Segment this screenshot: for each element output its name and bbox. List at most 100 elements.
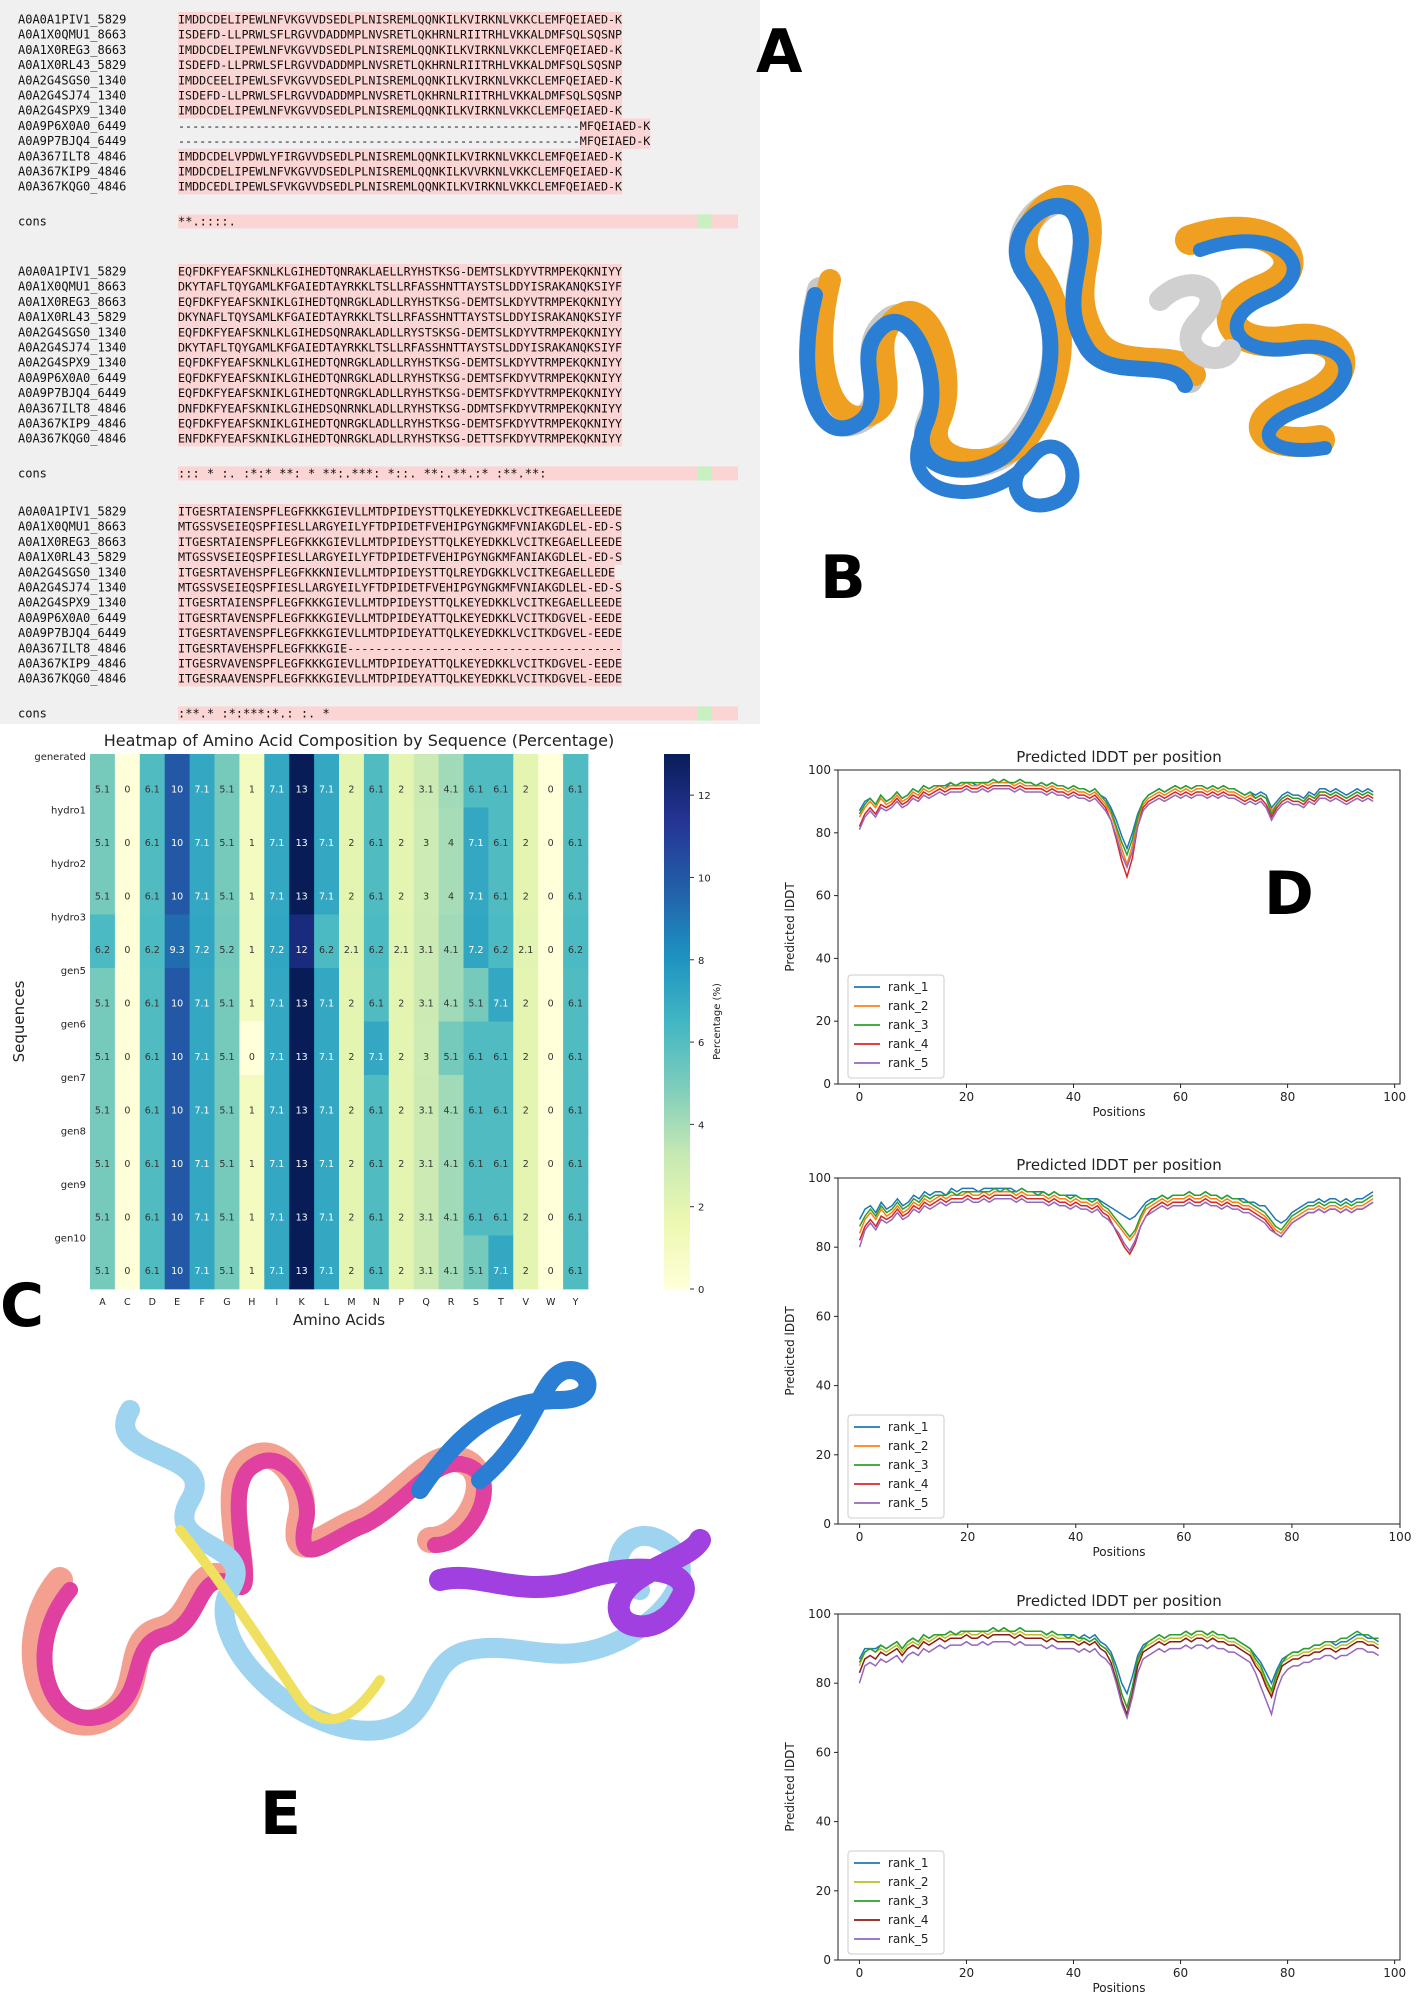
heatmap-cell-label: 2 xyxy=(348,1213,354,1224)
heatmap-cell-label: 10 xyxy=(171,785,183,796)
series-line-rank_4 xyxy=(858,1633,1380,1717)
heatmap-cell-label: 4.1 xyxy=(443,999,458,1010)
panel-letter-d: D xyxy=(1264,859,1314,929)
legend-label: rank_2 xyxy=(888,1439,928,1453)
heatmap-col-label: S xyxy=(473,1297,479,1308)
heatmap-cell-label: 6.1 xyxy=(493,1106,508,1117)
alignment-row-bg xyxy=(178,656,623,672)
heatmap-cell xyxy=(90,861,116,915)
heatmap-cell-label: 1 xyxy=(249,838,255,849)
heatmap-cell xyxy=(463,914,489,969)
heatmap-cell xyxy=(264,914,290,969)
alignment-row-bg xyxy=(178,355,623,371)
heatmap-cell-label: 3.1 xyxy=(419,1106,434,1117)
heatmap-cell xyxy=(388,1021,415,1076)
heatmap-cell-label: 5.1 xyxy=(219,892,234,903)
y-tick-label: 60 xyxy=(816,1745,831,1759)
panel-letter-c: C xyxy=(0,1271,45,1341)
heatmap-cell-label: 2 xyxy=(348,838,354,849)
heatmap-cell xyxy=(164,968,190,1022)
heatmap-cell-label: 5.1 xyxy=(95,838,110,849)
legend-label: rank_2 xyxy=(888,999,928,1013)
heatmap-cell-label: 10 xyxy=(171,838,183,849)
heatmap-cell xyxy=(289,861,315,915)
heatmap-cell-label: 0 xyxy=(124,892,130,903)
heatmap-cell xyxy=(413,1075,439,1129)
heatmap-cell xyxy=(563,1128,589,1183)
heatmap-cell xyxy=(413,1235,439,1290)
heatmap-cell xyxy=(388,861,415,915)
heatmap-cell xyxy=(563,1182,589,1236)
heatmap-cell xyxy=(339,1128,365,1183)
heatmap-cell-label: 1 xyxy=(249,1213,255,1224)
heatmap-cell-label: 2 xyxy=(398,838,404,849)
heatmap-cell xyxy=(264,1075,290,1129)
heatmap-cell xyxy=(289,1182,315,1236)
heatmap-cell-label: 0 xyxy=(548,1159,554,1170)
heatmap-cell-label: 0 xyxy=(548,785,554,796)
heatmap-cell xyxy=(388,1128,415,1183)
heatmap-cell xyxy=(513,1128,539,1183)
heatmap-cell-label: 7.1 xyxy=(468,892,483,903)
heatmap-cell-label: 6.1 xyxy=(568,1106,583,1117)
heatmap-cell xyxy=(114,754,141,808)
sequence-residues: DKYTAFLTQYGAMLKFGAIEDTAYRKKLTSLLRFASSHNT… xyxy=(178,280,622,294)
heatmap-cell-label: 5.1 xyxy=(468,999,483,1010)
heatmap-cell-label: 0 xyxy=(124,1052,130,1063)
heatmap-cell-label: 2 xyxy=(523,1052,529,1063)
panel-letter-e: E xyxy=(260,1779,301,1849)
heatmap-cell xyxy=(513,754,539,808)
alignment-row-bg xyxy=(178,400,623,416)
alignment-row-bg xyxy=(178,595,623,611)
heatmap-cell-label: 0 xyxy=(124,1213,130,1224)
protein-structure-b xyxy=(799,184,1356,513)
heatmap-cell xyxy=(363,1128,390,1183)
heatmap-cell-label: 10 xyxy=(171,1213,183,1224)
heatmap-cell-label: 5.1 xyxy=(219,838,234,849)
heatmap-cell-label: 7.1 xyxy=(269,1213,284,1224)
heatmap-cell-label: 7.1 xyxy=(369,1052,384,1063)
heatmap-cell xyxy=(239,1128,265,1183)
lddt-chart-1: Predicted lDDT per position 0 20 40 60 80 100 0… xyxy=(783,748,1406,1119)
heatmap-cell xyxy=(90,1021,116,1076)
heatmap-cell xyxy=(513,1182,539,1236)
heatmap-cell xyxy=(164,1021,190,1076)
sequence-residues: ----------------------------------------… xyxy=(178,134,650,148)
heatmap-cell-label: 6.1 xyxy=(568,1266,583,1277)
heatmap-cell-label: 10 xyxy=(171,892,183,903)
heatmap-cell-label: 7.2 xyxy=(468,945,483,956)
heatmap-cell xyxy=(339,861,365,915)
alignment-row-bg xyxy=(178,671,623,687)
heatmap-cell-label: 6.1 xyxy=(145,892,160,903)
y-tick-label: 40 xyxy=(816,951,831,965)
x-axis-label: Positions xyxy=(1093,1105,1146,1119)
series-line-rank_5 xyxy=(858,1197,1374,1253)
legend-label: rank_5 xyxy=(888,1056,928,1070)
panel-letter-b: B xyxy=(820,543,866,613)
heatmap-cell-label: 4.1 xyxy=(443,1213,458,1224)
sequence-id: A0A2G4SJ74_1340 xyxy=(18,341,126,355)
sequence-id: A0A9P6X0A0_6449 xyxy=(18,611,126,625)
sequence-residues: MTGSSVSEIEQSPFIESLLARGYEILYFTDPIDETFVEHI… xyxy=(178,550,622,564)
x-axis-label: Positions xyxy=(1093,1545,1146,1559)
heatmap-cell-label: 5.1 xyxy=(95,1106,110,1117)
heatmap-col-label: Y xyxy=(572,1297,579,1308)
heatmap-cell xyxy=(413,1021,439,1076)
heatmap-cell xyxy=(314,1075,340,1129)
sequence-residues: IMDDCDELIPEWLNFVKGVVDSEDLPLNISREMLQQNKIL… xyxy=(178,43,622,57)
legend-label: rank_2 xyxy=(888,1875,928,1889)
heatmap-cell xyxy=(388,1182,415,1236)
heatmap-cell-label: 13 xyxy=(296,1266,308,1277)
heatmap-cell-label: 7.1 xyxy=(319,999,334,1010)
heatmap-cell-label: 7.1 xyxy=(319,892,334,903)
heatmap-cell-label: 0 xyxy=(548,999,554,1010)
heatmap-cell xyxy=(114,968,141,1022)
heatmap-cell xyxy=(189,754,215,808)
heatmap-cell xyxy=(563,754,589,808)
heatmap-cell xyxy=(513,1235,539,1290)
alignment-row-bg xyxy=(579,118,651,134)
sequence-id: A0A367KQG0_4846 xyxy=(18,672,126,686)
ribbon-blue-e xyxy=(411,1361,597,1499)
heatmap-cell-label: 2 xyxy=(348,785,354,796)
heatmap-cell xyxy=(164,754,190,808)
